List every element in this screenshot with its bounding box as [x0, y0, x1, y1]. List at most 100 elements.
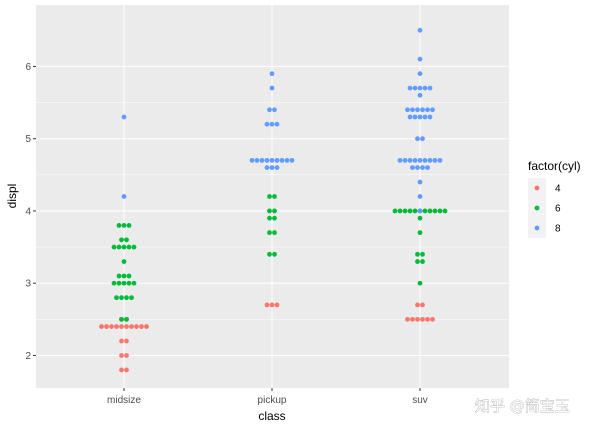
data-point-cyl-6 — [124, 237, 129, 243]
data-point-cyl-8 — [422, 85, 428, 91]
data-point-cyl-8 — [274, 121, 280, 127]
data-point-cyl-8 — [264, 157, 270, 163]
data-point-cyl-8 — [415, 165, 420, 170]
data-point-cyl-8 — [269, 71, 275, 77]
data-point-cyl-4 — [104, 324, 109, 329]
data-point-cyl-8 — [259, 157, 265, 163]
data-point-cyl-8 — [397, 157, 403, 163]
data-point-cyl-6 — [111, 244, 117, 250]
x-axis-title: class — [258, 409, 285, 423]
data-point-cyl-6 — [121, 244, 127, 250]
data-point-cyl-4 — [415, 302, 420, 308]
data-point-cyl-8 — [420, 136, 425, 142]
data-point-cyl-4 — [415, 316, 420, 322]
data-point-cyl-8 — [405, 107, 410, 113]
data-point-cyl-4 — [405, 316, 410, 322]
data-point-cyl-8 — [269, 85, 275, 91]
data-point-cyl-8 — [410, 165, 415, 170]
watermark-text: 知乎 @简宝玉 — [475, 397, 570, 415]
data-point-cyl-6 — [417, 215, 423, 221]
data-point-cyl-8 — [272, 107, 277, 113]
data-point-cyl-8 — [417, 56, 423, 62]
data-point-cyl-8 — [427, 85, 433, 91]
data-point-cyl-4 — [119, 353, 124, 358]
data-point-cyl-4 — [274, 302, 280, 308]
data-point-cyl-8 — [407, 157, 413, 163]
data-point-cyl-4 — [119, 367, 124, 373]
y-tick-label: 5 — [25, 134, 31, 145]
data-point-cyl-4 — [124, 324, 129, 329]
y-axis-ticks: 2 3 4 5 6 — [25, 62, 36, 362]
y-tick-label: 2 — [25, 351, 31, 362]
data-point-cyl-8 — [269, 157, 275, 163]
data-point-cyl-4 — [114, 324, 119, 329]
data-point-cyl-4 — [99, 324, 104, 329]
data-point-cyl-4 — [109, 324, 114, 329]
data-point-cyl-8 — [412, 114, 418, 120]
data-point-cyl-6 — [126, 244, 132, 250]
x-tick-label-midsize: midsize — [107, 395, 141, 406]
data-point-cyl-6 — [131, 280, 137, 286]
data-point-cyl-6 — [131, 244, 137, 250]
data-point-cyl-8 — [254, 157, 260, 163]
data-point-cyl-8 — [121, 114, 127, 120]
data-point-cyl-6 — [111, 280, 117, 286]
data-point-cyl-6 — [415, 251, 420, 257]
data-point-cyl-8 — [430, 107, 435, 113]
data-point-cyl-4 — [124, 338, 129, 344]
data-point-cyl-4 — [420, 316, 425, 322]
data-point-cyl-6 — [397, 208, 403, 214]
data-point-cyl-6 — [126, 273, 132, 279]
data-point-cyl-6 — [417, 280, 423, 286]
data-point-cyl-8 — [422, 157, 428, 163]
data-point-cyl-6 — [402, 208, 408, 214]
data-point-cyl-6 — [121, 273, 127, 279]
data-point-cyl-6 — [267, 215, 272, 221]
data-point-cyl-4 — [144, 324, 149, 329]
data-point-cyl-8 — [289, 157, 295, 163]
data-point-cyl-4 — [410, 316, 415, 322]
data-point-cyl-8 — [417, 85, 423, 91]
data-point-cyl-6 — [432, 208, 438, 214]
data-point-cyl-6 — [119, 237, 124, 243]
data-point-cyl-8 — [264, 121, 270, 127]
data-point-cyl-6 — [272, 194, 277, 199]
y-tick-label: 4 — [25, 206, 31, 217]
data-point-cyl-8 — [427, 114, 433, 120]
data-point-cyl-6 — [121, 280, 127, 286]
data-point-cyl-6 — [427, 208, 433, 214]
data-point-cyl-8 — [437, 157, 443, 163]
data-point-cyl-4 — [119, 324, 124, 329]
data-point-cyl-6 — [420, 259, 425, 264]
data-point-cyl-4 — [420, 302, 425, 308]
data-point-cyl-8 — [420, 107, 425, 113]
y-axis-title: displ — [5, 184, 19, 209]
data-point-cyl-8 — [417, 71, 423, 77]
data-point-cyl-4 — [124, 353, 129, 358]
legend-key-dot — [534, 205, 540, 211]
data-point-cyl-8 — [269, 121, 275, 127]
data-point-cyl-6 — [272, 215, 277, 221]
data-point-cyl-8 — [264, 165, 270, 170]
data-point-cyl-8 — [417, 194, 423, 199]
data-point-cyl-8 — [407, 85, 413, 91]
data-point-cyl-6 — [267, 230, 272, 236]
data-point-cyl-6 — [116, 223, 122, 228]
data-point-cyl-6 — [437, 208, 443, 214]
legend-key-dot — [534, 225, 540, 231]
data-point-cyl-8 — [284, 157, 290, 163]
legend-label-4: 4 — [555, 184, 561, 195]
data-point-cyl-8 — [407, 114, 413, 120]
legend-title: factor(cyl) — [528, 159, 581, 173]
data-point-cyl-4 — [425, 316, 430, 322]
data-point-cyl-4 — [134, 324, 139, 329]
data-point-cyl-6 — [121, 259, 127, 264]
data-point-cyl-6 — [119, 295, 124, 301]
data-point-cyl-8 — [249, 157, 255, 163]
data-point-cyl-8 — [412, 157, 418, 163]
data-point-cyl-8 — [410, 107, 415, 113]
data-point-cyl-8 — [417, 114, 423, 120]
data-point-cyl-8 — [417, 92, 423, 98]
data-points — [99, 27, 448, 373]
